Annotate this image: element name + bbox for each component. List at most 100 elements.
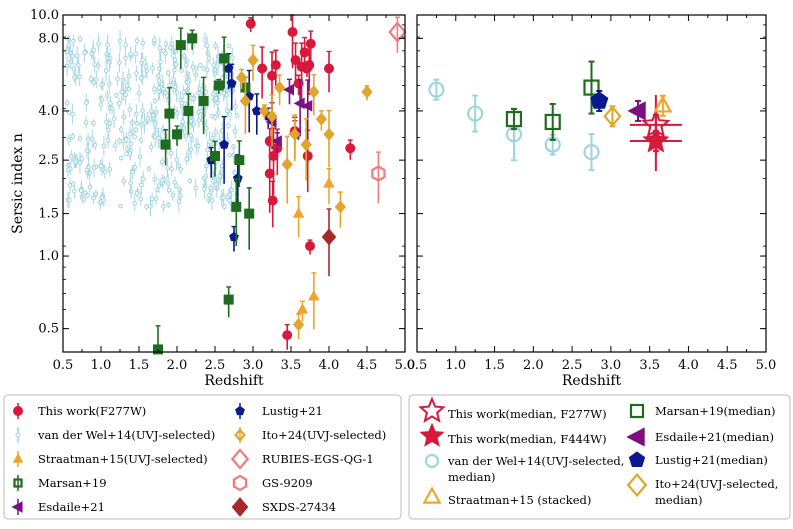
- vanderwel-point: [74, 53, 80, 58]
- vanderwel-point: [150, 65, 155, 71]
- vanderwel-point: [196, 90, 201, 96]
- vanderwel-point: [118, 203, 123, 209]
- vanderwel-point: [163, 41, 169, 47]
- vanderwel-point: [127, 107, 133, 112]
- vanderwel-point: [128, 141, 134, 147]
- vanderwel-point: [86, 164, 91, 170]
- y-tick-label: 1.0: [38, 249, 59, 264]
- x-tick-label: 5.0: [395, 358, 416, 373]
- vanderwel-point: [117, 138, 122, 144]
- vanderwel-point: [207, 192, 212, 198]
- legend-label: Marsan+19: [38, 476, 107, 490]
- vanderwel-point: [132, 165, 138, 170]
- vanderwel-point: [144, 204, 149, 209]
- vanderwel-point: [168, 150, 174, 156]
- data-point: [283, 83, 295, 96]
- vanderwel-point: [67, 183, 73, 188]
- vanderwel-point: [77, 160, 83, 166]
- series-1: [629, 111, 682, 172]
- vanderwel-point: [130, 129, 136, 134]
- x-tick-label: 2.0: [167, 358, 188, 373]
- vanderwel-point: [174, 157, 179, 162]
- legend-label: Straatman+15(UVJ-selected): [38, 452, 208, 466]
- vanderwel-point: [211, 91, 216, 97]
- vanderwel-point: [151, 86, 157, 92]
- legend-right: [408, 394, 791, 520]
- vanderwel-point: [70, 133, 76, 139]
- vanderwel-point: [71, 38, 76, 44]
- vanderwel-point: [72, 188, 77, 194]
- legend-marker: [626, 472, 648, 498]
- series-6: [371, 151, 386, 204]
- legend-marker: [11, 501, 23, 513]
- series-5: [627, 99, 646, 122]
- legend-label: median): [448, 470, 496, 484]
- data-point: [264, 168, 275, 179]
- series-4: [235, 44, 373, 340]
- vanderwel-point: [140, 40, 146, 46]
- vanderwel-point: [114, 93, 119, 98]
- data-point: [247, 53, 259, 67]
- vanderwel-point: [76, 62, 81, 68]
- legend-marker: [15, 432, 21, 438]
- vanderwel-point: [177, 187, 183, 192]
- x-tick-label: 5.0: [756, 358, 777, 373]
- vanderwel-point: [234, 113, 240, 118]
- vanderwel-point: [106, 127, 111, 133]
- vanderwel-point: [123, 55, 128, 61]
- vanderwel-point: [176, 163, 182, 168]
- data-point: [290, 55, 301, 66]
- legend-label: GS-9209: [262, 476, 313, 490]
- vanderwel-point: [111, 116, 117, 121]
- vanderwel-point: [184, 58, 189, 64]
- vanderwel-point: [105, 42, 110, 48]
- vanderwel-point: [189, 136, 195, 142]
- vanderwel-point: [83, 190, 88, 195]
- vanderwel-point: [183, 133, 189, 139]
- legend-label: Ito+24(UVJ-selected): [262, 428, 386, 442]
- data-point: [239, 94, 252, 108]
- vanderwel-point: [66, 197, 72, 203]
- data-point: [257, 63, 268, 74]
- vanderwel-point: [160, 48, 166, 54]
- vanderwel-point: [173, 62, 179, 67]
- vanderwel-point: [161, 86, 166, 92]
- vanderwel-point: [227, 198, 232, 203]
- vanderwel-point: [160, 177, 165, 183]
- vanderwel-point: [64, 100, 70, 106]
- vanderwel-point: [140, 176, 146, 182]
- vanderwel-point: [99, 82, 104, 88]
- vanderwel-point: [169, 41, 174, 47]
- vanderwel-point: [71, 66, 77, 71]
- x-tick-label: 4.5: [717, 358, 738, 373]
- vanderwel-point: [145, 116, 151, 121]
- series-0: [245, 14, 356, 350]
- series-6: [590, 89, 609, 112]
- legend-label: This work(median, F444W): [448, 432, 607, 446]
- x-tick-label: 3.0: [601, 358, 622, 373]
- data-point: [323, 177, 335, 188]
- legend-label: RUBIES-EGS-QG-1: [262, 452, 374, 466]
- vanderwel-point: [232, 129, 238, 134]
- data-point: [505, 110, 523, 128]
- vanderwel-point: [92, 62, 97, 67]
- y-tick-label: 0.5: [38, 322, 59, 337]
- vanderwel-point: [107, 60, 112, 65]
- data-point: [219, 139, 229, 149]
- vanderwel-point: [139, 182, 144, 188]
- vanderwel-point: [107, 120, 113, 126]
- data-point: [315, 112, 328, 126]
- vanderwel-point: [123, 92, 128, 98]
- vanderwel-point: [156, 78, 162, 83]
- vanderwel-point: [119, 89, 125, 95]
- vanderwel-point: [128, 51, 133, 57]
- vanderwel-point: [166, 187, 172, 193]
- data-point: [467, 105, 484, 122]
- data-point: [234, 155, 245, 166]
- vanderwel-point: [123, 137, 129, 143]
- series-7: [321, 208, 337, 277]
- x-tick-label: 4.5: [357, 358, 378, 373]
- data-point: [324, 63, 334, 74]
- vanderwel-point: [224, 92, 230, 98]
- vanderwel-point: [169, 166, 174, 172]
